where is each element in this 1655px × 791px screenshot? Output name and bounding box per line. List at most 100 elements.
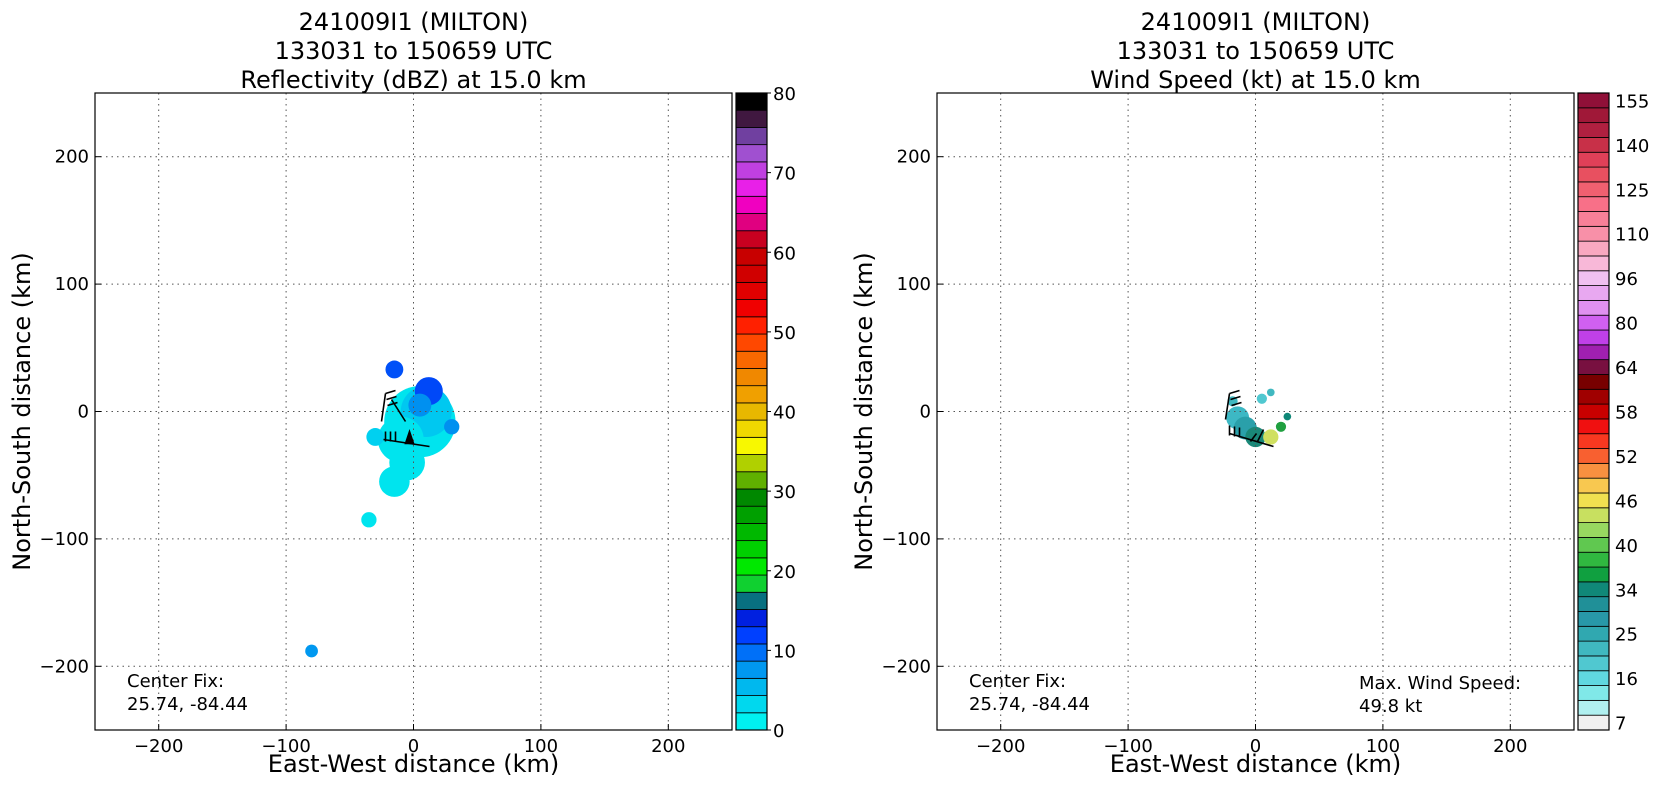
- colorbar-swatch-32: [735, 161, 768, 180]
- colorbar-swatch-29: [735, 213, 768, 232]
- colorbar-swatch-20: [735, 368, 768, 387]
- colorbar-tick-label-4: 40: [1615, 536, 1638, 557]
- x-tick-label-1: −100: [261, 736, 310, 757]
- colorbar-swatch-13: [1577, 522, 1610, 538]
- data-cell-6: [1256, 393, 1267, 404]
- x-tick-label-4: 200: [1493, 736, 1527, 757]
- colorbar-swatch-9: [1577, 581, 1610, 598]
- y-axis-label: North-South distance (km): [8, 252, 36, 571]
- colorbar-swatch-19: [1577, 433, 1610, 449]
- data-cell-4: [1275, 421, 1287, 432]
- colorbar-swatch-26: [735, 264, 768, 283]
- colorbar-swatch-28: [735, 230, 768, 249]
- colorbar-swatch-2: [735, 677, 768, 696]
- colorbar-swatch-22: [1577, 388, 1610, 405]
- colorbar-swatch-11: [1577, 551, 1610, 568]
- colorbar-swatch-22: [735, 333, 768, 352]
- x-axis-label: East-West distance (km): [268, 750, 559, 778]
- wind-barb-0: [380, 389, 398, 422]
- colorbar-tick-label-0: 0: [773, 721, 784, 742]
- colorbar-swatch-27: [1577, 314, 1610, 331]
- data-cell-8: [385, 360, 404, 379]
- colorbar-swatch-7: [1577, 611, 1610, 627]
- colorbar-swatch-25: [1577, 344, 1610, 361]
- colorbar-tick-label-0: 7: [1615, 714, 1626, 735]
- colorbar-tick-label-13: 140: [1615, 136, 1649, 157]
- colorbar-tick-label-12: 125: [1615, 180, 1649, 201]
- colorbar-swatch-3: [735, 660, 768, 679]
- colorbar-tick-label-2: 20: [773, 562, 796, 583]
- colorbar-swatch-16: [1577, 477, 1610, 494]
- y-tick-label-2: 0: [920, 402, 931, 423]
- colorbar-swatch-31: [1577, 255, 1610, 272]
- y-tick-label-0: −200: [40, 656, 89, 677]
- colorbar-swatch-31: [735, 178, 768, 197]
- colorbar-swatch-0: [1577, 714, 1610, 731]
- data-cell-3: [408, 393, 432, 417]
- wind-barb-0: [1224, 389, 1242, 420]
- y-tick-label-3: 100: [55, 274, 89, 295]
- wind-speed-panel: 241009I1 (MILTON)133031 to 150659 UTCWin…: [850, 8, 1649, 778]
- max-wind-line-0: Max. Wind Speed:: [1359, 673, 1521, 694]
- colorbar-tick-label-8: 80: [773, 84, 796, 105]
- colorbar-swatch-19: [735, 385, 768, 404]
- colorbar-swatch-25: [735, 281, 768, 300]
- colorbar-swatch-28: [1577, 299, 1610, 316]
- colorbar-swatch-18: [1577, 448, 1610, 464]
- chart-title-line-1: 133031 to 150659 UTC: [275, 37, 553, 65]
- x-tick-label-3: 100: [524, 736, 558, 757]
- center-fix-line-0: Center Fix:: [127, 671, 224, 692]
- colorbar-swatch-34: [1577, 211, 1610, 227]
- colorbar-swatch-30: [735, 195, 768, 214]
- data-cell-3: [1263, 429, 1279, 445]
- colorbar-tick-label-3: 30: [773, 482, 796, 503]
- colorbar-swatch-40: [1577, 122, 1610, 138]
- chart-title-line-1: 133031 to 150659 UTC: [1117, 37, 1395, 65]
- colorbar-swatch-34: [735, 127, 768, 146]
- colorbar-swatch-17: [735, 419, 768, 438]
- data-cell-7: [361, 512, 377, 528]
- colorbar: 0 10 20 30 40 50 60 70 80: [735, 84, 796, 742]
- data-field: [305, 360, 460, 658]
- colorbar-swatch-42: [1577, 92, 1610, 109]
- x-tick-label-3: 100: [1366, 736, 1400, 757]
- colorbar-swatch-24: [1577, 359, 1610, 375]
- colorbar-swatch-9: [735, 557, 768, 576]
- y-tick-label-4: 200: [55, 147, 89, 168]
- colorbar-tick-label-5: 46: [1615, 491, 1638, 512]
- colorbar-swatch-21: [1577, 403, 1610, 420]
- colorbar-swatch-32: [1577, 240, 1610, 257]
- x-tick-label-4: 200: [651, 736, 685, 757]
- y-tick-label-3: 100: [897, 274, 931, 295]
- colorbar-swatch-6: [735, 609, 768, 628]
- y-tick-label-4: 200: [897, 147, 931, 168]
- colorbar-tick-label-2: 25: [1615, 625, 1638, 646]
- colorbar-swatch-23: [735, 316, 768, 335]
- colorbar-swatch-10: [1577, 566, 1610, 583]
- data-cell-11: [305, 644, 318, 658]
- colorbar-swatch-11: [735, 523, 768, 542]
- colorbar-swatch-36: [735, 92, 768, 111]
- colorbar-swatch-37: [1577, 166, 1610, 183]
- y-tick-label-2: 0: [78, 402, 89, 423]
- colorbar-tick-label-9: 80: [1615, 314, 1638, 335]
- x-tick-label-0: −200: [134, 736, 183, 757]
- colorbar-swatch-8: [735, 574, 768, 593]
- colorbar-swatch-3: [1577, 670, 1610, 686]
- plot-area: [937, 93, 1574, 730]
- colorbar-tick-label-8: 64: [1615, 358, 1638, 379]
- colorbar-swatch-2: [1577, 685, 1610, 701]
- y-tick-label-1: −100: [40, 529, 89, 550]
- chart-title-line-2: Reflectivity (dBZ) at 15.0 km: [240, 66, 586, 94]
- wind-barbs: [380, 389, 430, 448]
- data-cell-9: [444, 419, 460, 435]
- x-tick-label-2: 0: [1250, 736, 1261, 757]
- center-fix-line-1: 25.74, -84.44: [969, 694, 1090, 715]
- colorbar-swatch-8: [1577, 596, 1610, 612]
- max-wind-line-1: 49.8 kt: [1359, 696, 1422, 717]
- colorbar-swatch-5: [735, 626, 768, 645]
- colorbar-swatch-39: [1577, 137, 1610, 153]
- colorbar-swatch-10: [735, 540, 768, 559]
- colorbar-swatch-4: [1577, 655, 1610, 672]
- x-axis-label: East-West distance (km): [1110, 750, 1401, 778]
